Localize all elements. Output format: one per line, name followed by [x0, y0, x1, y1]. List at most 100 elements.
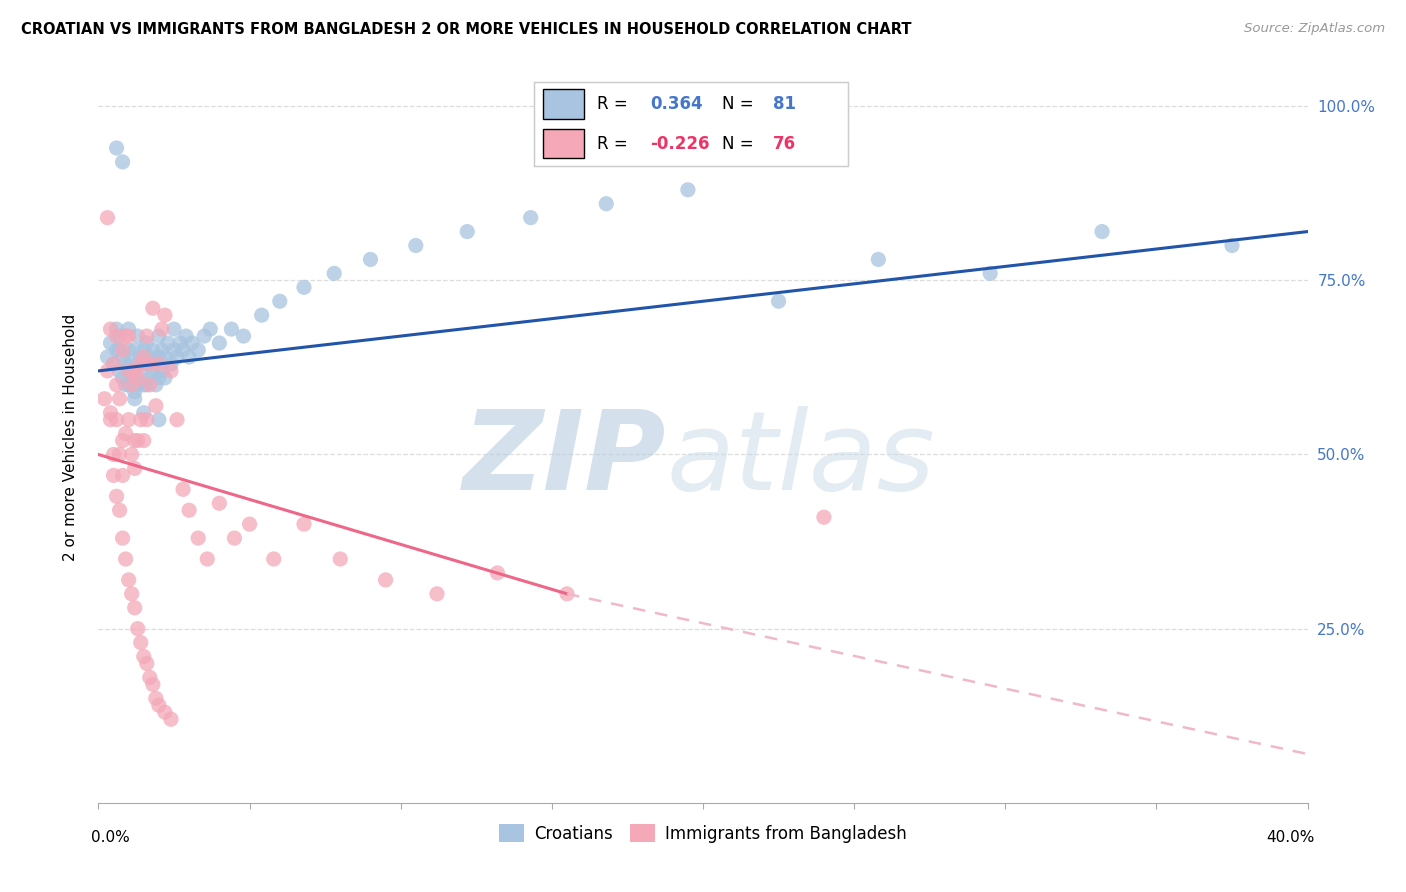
Point — [163, 343, 186, 357]
Point — [456, 225, 478, 239]
Point — [329, 552, 352, 566]
Point — [200, 322, 222, 336]
Point — [153, 308, 176, 322]
Point — [166, 350, 188, 364]
Point — [153, 705, 176, 719]
Point — [360, 252, 382, 267]
Point — [124, 343, 146, 357]
Point — [768, 294, 790, 309]
Point — [323, 266, 346, 280]
Point — [105, 377, 128, 392]
Point — [132, 406, 155, 420]
Point — [142, 364, 165, 378]
Point — [139, 670, 162, 684]
Point — [127, 357, 149, 371]
Point — [96, 211, 118, 225]
Point — [129, 371, 152, 385]
Point — [114, 377, 136, 392]
Point — [135, 329, 157, 343]
Point — [145, 691, 167, 706]
Point — [179, 503, 201, 517]
Point — [374, 573, 396, 587]
Point — [153, 371, 176, 385]
Point — [132, 434, 155, 448]
Text: atlas: atlas — [666, 406, 935, 513]
Point — [148, 329, 170, 343]
Point — [114, 552, 136, 566]
Point — [108, 392, 131, 406]
Point — [105, 329, 128, 343]
Point — [595, 196, 617, 211]
Point — [132, 377, 155, 392]
Point — [187, 343, 209, 357]
Point — [139, 357, 162, 371]
Point — [555, 587, 578, 601]
Point — [174, 329, 197, 343]
Point — [139, 371, 162, 385]
Point — [519, 211, 541, 225]
Point — [114, 329, 136, 343]
Point — [93, 392, 115, 406]
Point — [156, 336, 179, 351]
Point — [145, 399, 167, 413]
Point — [108, 448, 131, 462]
Point — [111, 434, 134, 448]
Point — [172, 483, 194, 497]
Point — [221, 322, 243, 336]
Point — [187, 531, 209, 545]
Point — [103, 357, 125, 371]
Point — [121, 377, 143, 392]
Point — [676, 183, 699, 197]
Point — [114, 426, 136, 441]
Point — [121, 587, 143, 601]
Point — [111, 350, 134, 364]
Point — [129, 350, 152, 364]
Point — [124, 384, 146, 399]
Point — [111, 531, 134, 545]
Point — [114, 357, 136, 371]
Text: CROATIAN VS IMMIGRANTS FROM BANGLADESH 2 OR MORE VEHICLES IN HOUSEHOLD CORRELATI: CROATIAN VS IMMIGRANTS FROM BANGLADESH 2… — [21, 22, 911, 37]
Point — [111, 343, 134, 357]
Point — [108, 503, 131, 517]
Text: Source: ZipAtlas.com: Source: ZipAtlas.com — [1244, 22, 1385, 36]
Point — [121, 371, 143, 385]
Point — [1220, 238, 1243, 252]
Point — [148, 350, 170, 364]
Point — [100, 406, 122, 420]
Point — [135, 657, 157, 671]
Point — [142, 301, 165, 316]
Point — [129, 357, 152, 371]
Point — [100, 322, 122, 336]
Point — [96, 350, 118, 364]
Point — [96, 364, 118, 378]
Point — [124, 461, 146, 475]
Point — [232, 329, 254, 343]
Point — [208, 496, 231, 510]
Point — [111, 155, 134, 169]
Point — [118, 364, 141, 378]
Point — [250, 308, 273, 322]
Point — [135, 336, 157, 351]
Point — [118, 573, 141, 587]
Point — [121, 357, 143, 371]
Point — [163, 322, 186, 336]
Point — [150, 364, 173, 378]
Point — [118, 322, 141, 336]
Point — [118, 343, 141, 357]
Point — [160, 364, 183, 378]
Point — [1091, 225, 1114, 239]
Point — [124, 364, 146, 378]
Point — [160, 357, 183, 371]
Point — [118, 364, 141, 378]
Point — [195, 552, 218, 566]
Point — [132, 649, 155, 664]
Point — [108, 364, 131, 378]
Point — [105, 322, 128, 336]
Point — [105, 343, 128, 357]
Point — [486, 566, 509, 580]
Point — [153, 350, 176, 364]
Point — [405, 238, 427, 252]
Point — [868, 252, 890, 267]
Point — [135, 357, 157, 371]
Point — [118, 329, 141, 343]
